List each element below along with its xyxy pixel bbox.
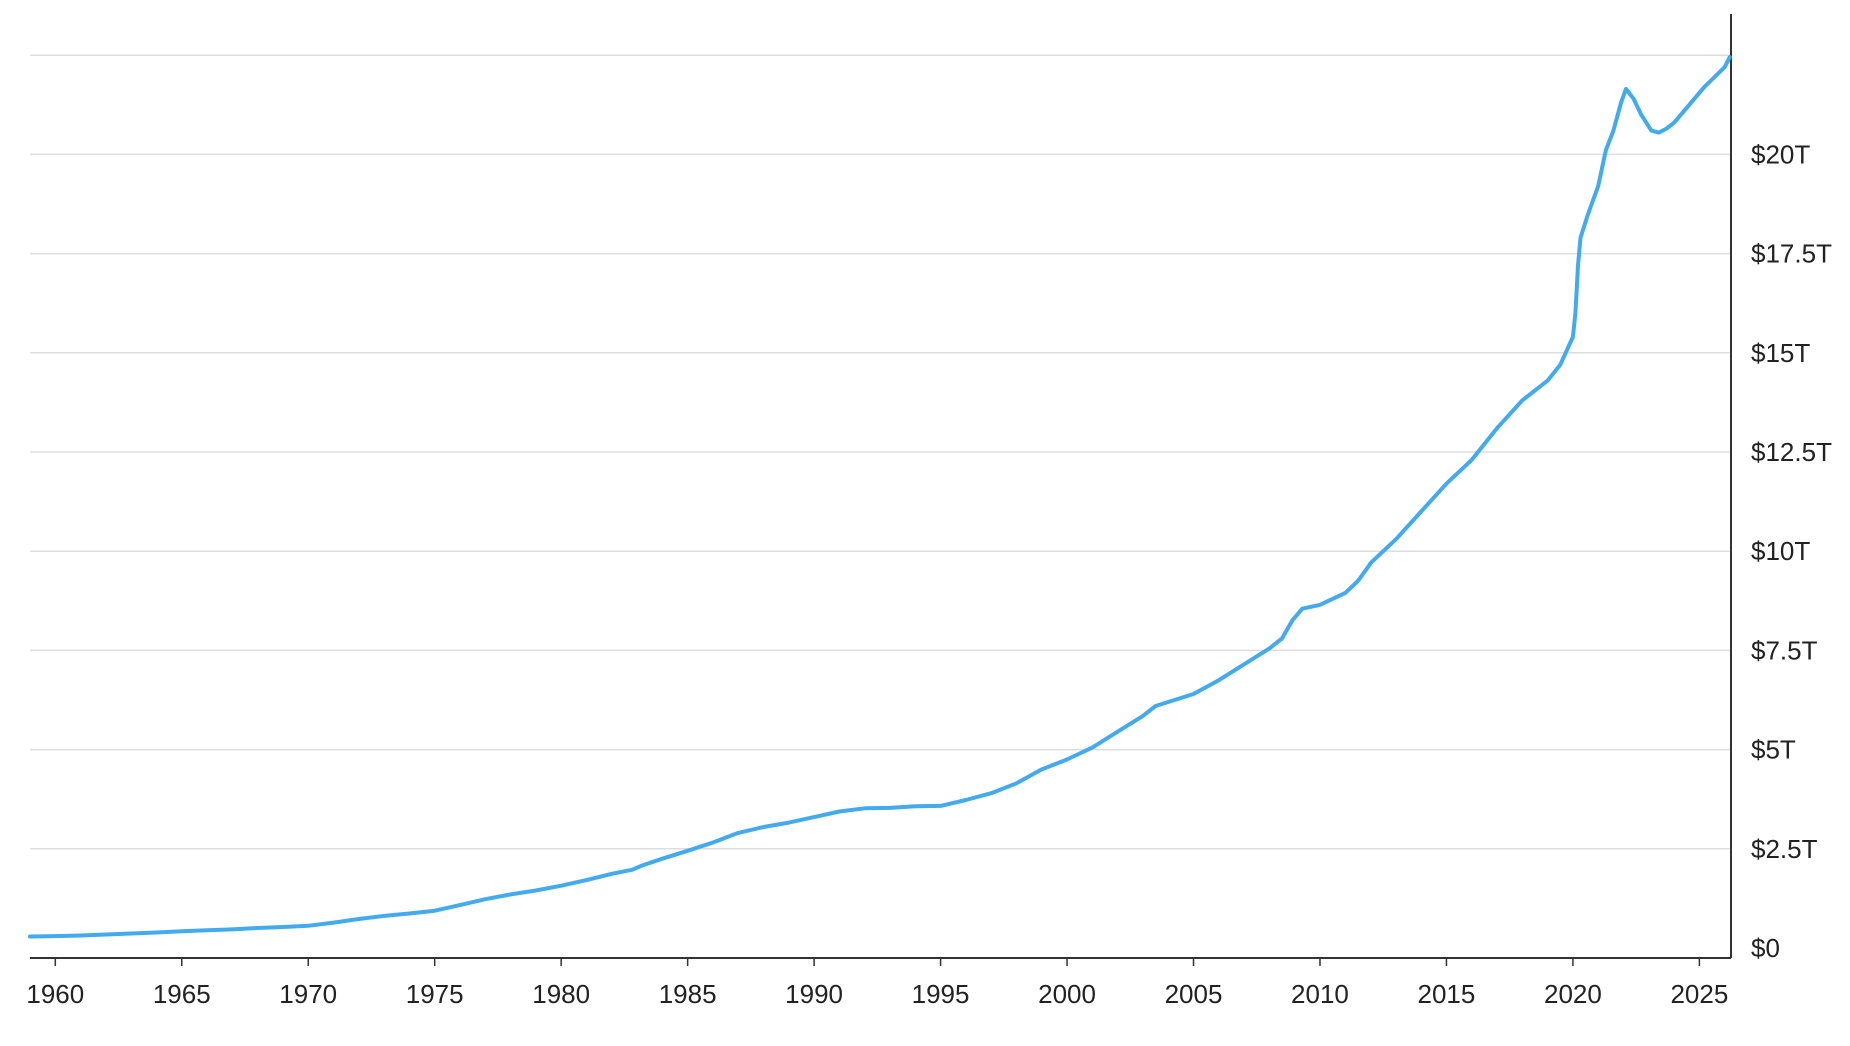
y-tick-label: $20T: [1751, 139, 1810, 169]
y-tick-label: $12.5T: [1751, 437, 1832, 467]
x-axis-ticks: 1960 1965 1970 1975 1980 1985 1990 1995 2000 2005…: [26, 958, 1728, 1009]
x-tick-label: 1975: [406, 979, 464, 1009]
x-tick-label: 1995: [912, 979, 970, 1009]
x-tick-label: 2015: [1418, 979, 1476, 1009]
series-group: [28, 55, 1732, 939]
x-tick-label: 1960: [26, 979, 84, 1009]
y-tick-label: $5T: [1751, 735, 1796, 765]
x-tick-label: 1970: [279, 979, 337, 1009]
x-tick-label: 1965: [153, 979, 211, 1009]
x-tick-label: 1980: [532, 979, 590, 1009]
x-tick-label: 2020: [1544, 979, 1602, 1009]
x-tick-label: 2000: [1038, 979, 1096, 1009]
gridlines: [30, 54, 1731, 850]
y-axis-tick-labels: $0 $2.5T $5T $7.5T $10T $12.5T $15T $17.5T $20T: [1751, 139, 1832, 963]
x-tick-label: 2010: [1291, 979, 1349, 1009]
y-tick-label: $10T: [1751, 536, 1810, 566]
x-tick-label: 2005: [1165, 979, 1223, 1009]
y-tick-label: $2.5T: [1751, 834, 1818, 864]
y-tick-label: $15T: [1751, 338, 1810, 368]
series-line: [28, 55, 1732, 939]
y-tick-label: $0: [1751, 933, 1780, 963]
y-tick-label: $7.5T: [1751, 635, 1818, 665]
x-tick-label: 2025: [1670, 979, 1728, 1009]
x-tick-label: 1990: [785, 979, 843, 1009]
y-tick-label: $17.5T: [1751, 239, 1832, 269]
x-tick-label: 1985: [659, 979, 717, 1009]
